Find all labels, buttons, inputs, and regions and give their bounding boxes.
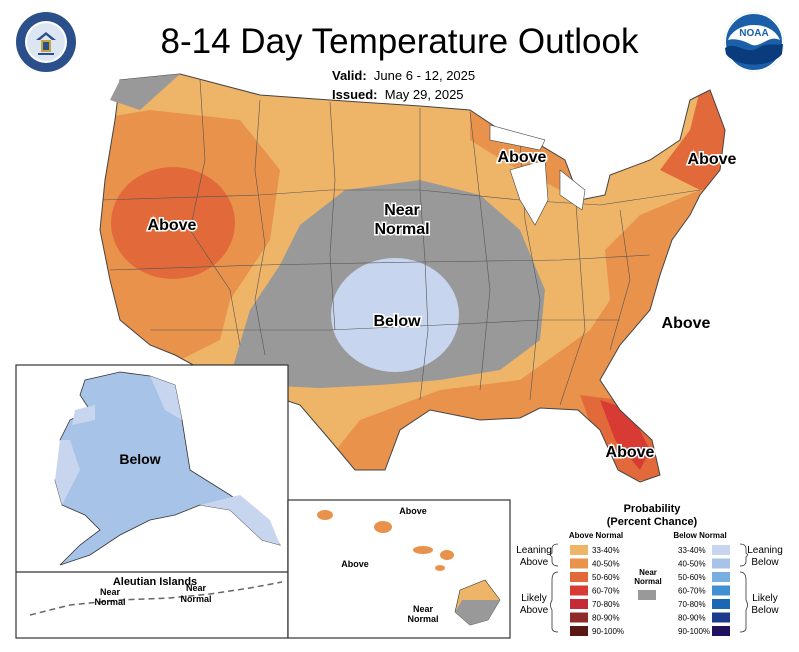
legend-below-swatches: 33-40% 40-50% 50-60% 60-70% 70-80% 80-90% 90-1… (678, 545, 730, 636)
legend-leaning-below-2: Below (751, 557, 779, 568)
label-west-above: Above (148, 217, 197, 234)
legend-above-swatches: 33-40% 40-50% 50-60% 60-70% 70-80% 80-90% 90-1… (570, 545, 624, 636)
valid-value: June 6 - 12, 2025 (373, 68, 476, 83)
legend-leaning-above-2: Above (520, 557, 549, 568)
legend-above-swatch-6 (570, 626, 588, 636)
issued-date: Issued: May 29, 2025 (332, 87, 464, 102)
legend-above-swatch-5 (570, 612, 588, 623)
legend-below-label-1: 40-50% (678, 560, 706, 569)
label-aleutian-title: Aleutian Islands (113, 576, 197, 588)
legend-below-label-4: 70-80% (678, 600, 706, 609)
label-plains-normal: Normal (374, 221, 429, 238)
label-aleutian-near-2: Near (186, 583, 207, 593)
label-florida-above: Above (606, 444, 655, 461)
legend-above-label-4: 70-80% (592, 600, 620, 609)
legend-below-header: Below Normal (673, 531, 726, 540)
label-great-lakes-above: Above (498, 149, 547, 166)
legend-below-swatch-2 (712, 572, 730, 582)
department-of-commerce-seal-icon (16, 12, 76, 72)
label-hawaii-near: Near (413, 604, 434, 614)
hawaii-inset: Above Above Near Normal (287, 499, 511, 639)
label-alaska-below: Below (119, 451, 160, 467)
label-plains-near: Near (384, 202, 420, 219)
valid-dates: Valid: June 6 - 12, 2025 (332, 68, 475, 83)
label-northeast-above: Above (688, 151, 737, 168)
label-aleutian-near-1: Near (100, 587, 121, 597)
legend-below-label-2: 50-60% (678, 573, 706, 582)
legend-below-swatch-4 (712, 599, 730, 609)
label-aleutian-normal-2: Normal (180, 594, 211, 604)
legend-above-swatch-0 (570, 545, 588, 555)
legend-above-swatch-1 (570, 558, 588, 569)
label-hawaii-above-1: Above (399, 506, 427, 516)
state-borders (100, 79, 701, 406)
noaa-logo-icon: NOAA (724, 12, 784, 72)
legend-leaning-below-1: Leaning (747, 545, 783, 556)
legend-above-header: Above Normal (569, 531, 623, 540)
legend-below-swatch-1 (712, 558, 730, 569)
legend-near-2: Normal (634, 577, 662, 586)
legend-above-swatch-3 (570, 585, 588, 596)
alaska-inset: Below Aleutian Islands Near Normal Near … (15, 364, 289, 639)
noaa-logo-text: NOAA (739, 28, 768, 39)
label-aleutian-normal-1: Normal (94, 597, 125, 607)
legend-likely-above-2: Above (520, 605, 549, 616)
legend-below-swatch-5 (712, 612, 730, 623)
legend-likely-below-1: Likely (752, 593, 778, 604)
page-title: 8-14 Day Temperature Outlook (160, 22, 639, 61)
label-hawaii-above-2: Above (341, 559, 369, 569)
legend-below-label-0: 33-40% (678, 546, 706, 555)
label-hawaii-normal: Normal (407, 614, 438, 624)
legend-above-label-1: 40-50% (592, 560, 620, 569)
legend-above-swatch-2 (570, 572, 588, 582)
legend-below-label-6: 90-100% (678, 627, 710, 636)
legend-near-1: Near (639, 568, 657, 577)
legend-likely-above-1: Likely (521, 593, 547, 604)
legend-above-label-2: 50-60% (592, 573, 620, 582)
label-southern-plains-below: Below (373, 313, 421, 330)
issued-value: May 29, 2025 (384, 87, 464, 102)
legend-title-2: (Percent Chance) (607, 516, 698, 528)
legend-above-swatch-4 (570, 599, 588, 609)
legend-above-label-5: 80-90% (592, 614, 620, 623)
legend-above-label-3: 60-70% (592, 587, 620, 596)
legend-near-swatch (638, 590, 656, 600)
legend-below-swatch-6 (712, 626, 730, 636)
legend-likely-below-2: Below (751, 605, 779, 616)
legend-below-swatch-0 (712, 545, 730, 555)
label-southeast-above: Above (662, 315, 711, 332)
great-lakes (509, 159, 549, 226)
legend-above-label-0: 33-40% (592, 546, 620, 555)
issued-label: Issued: (332, 87, 378, 102)
legend-below-label-3: 60-70% (678, 587, 706, 596)
legend-title-1: Probability (624, 503, 682, 515)
legend-below-label-5: 80-90% (678, 614, 706, 623)
legend-leaning-above-1: Leaning (516, 545, 552, 556)
probability-legend: Probability (Percent Chance) Above Norma… (516, 503, 783, 636)
legend-above-label-6: 90-100% (592, 627, 624, 636)
legend-below-swatch-3 (712, 585, 730, 596)
valid-label: Valid: (332, 68, 367, 83)
